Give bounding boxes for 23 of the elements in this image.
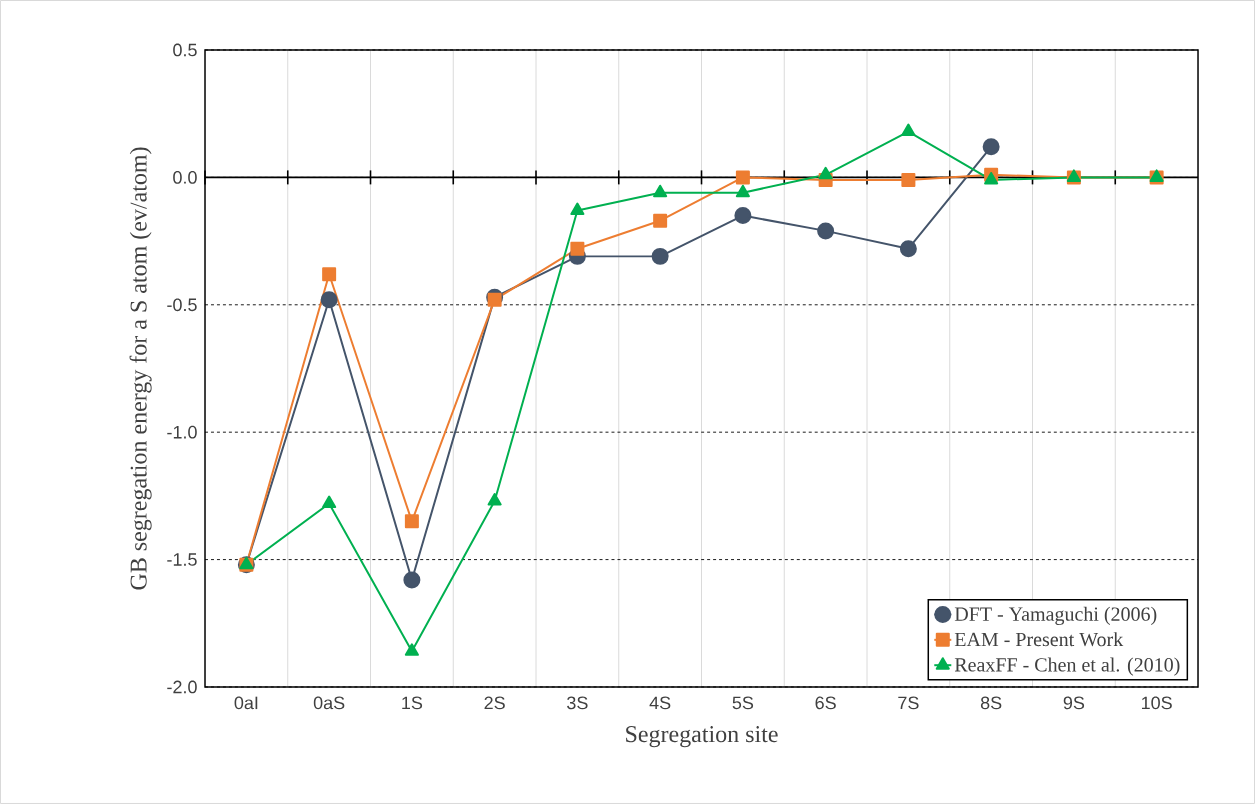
y-tick-label: 0.0 <box>173 171 197 184</box>
y-tick-label: -0.5 <box>167 298 197 312</box>
x-tick-label: 0aI <box>234 696 258 710</box>
y-tick-label: -1.5 <box>167 553 197 566</box>
x-tick-label: 8S <box>980 696 1002 710</box>
x-tick-label: 1S <box>402 696 423 710</box>
y-tick-label: 0.5 <box>173 43 197 57</box>
x-tick-label: 0aS <box>313 696 345 710</box>
y-tick-label: -2.0 <box>167 680 197 694</box>
x-tick-label: 10S <box>1142 696 1172 710</box>
x-tick-label: 4S <box>649 696 671 710</box>
x-tick-label: 6S <box>815 696 836 710</box>
x-tick-label: 2S <box>484 696 505 710</box>
legend-label: DFT - Yamaguchi (2006) <box>954 606 1157 625</box>
x-axis-title: Segregation site <box>626 726 778 748</box>
legend-label: ReaxFF - Chen et al. (2010) <box>954 657 1180 676</box>
x-tick-label: 9S <box>1063 696 1085 710</box>
y-axis-title: GB segregation energy for a S atom (ev/atom) <box>129 147 152 590</box>
y-tick-label: -1.0 <box>167 425 197 439</box>
x-tick-label: 7S <box>898 696 919 710</box>
x-tick-label: 3S <box>567 696 588 710</box>
legend-label: EAM - Present Work <box>954 632 1124 647</box>
x-tick-label: 5S <box>732 696 754 710</box>
